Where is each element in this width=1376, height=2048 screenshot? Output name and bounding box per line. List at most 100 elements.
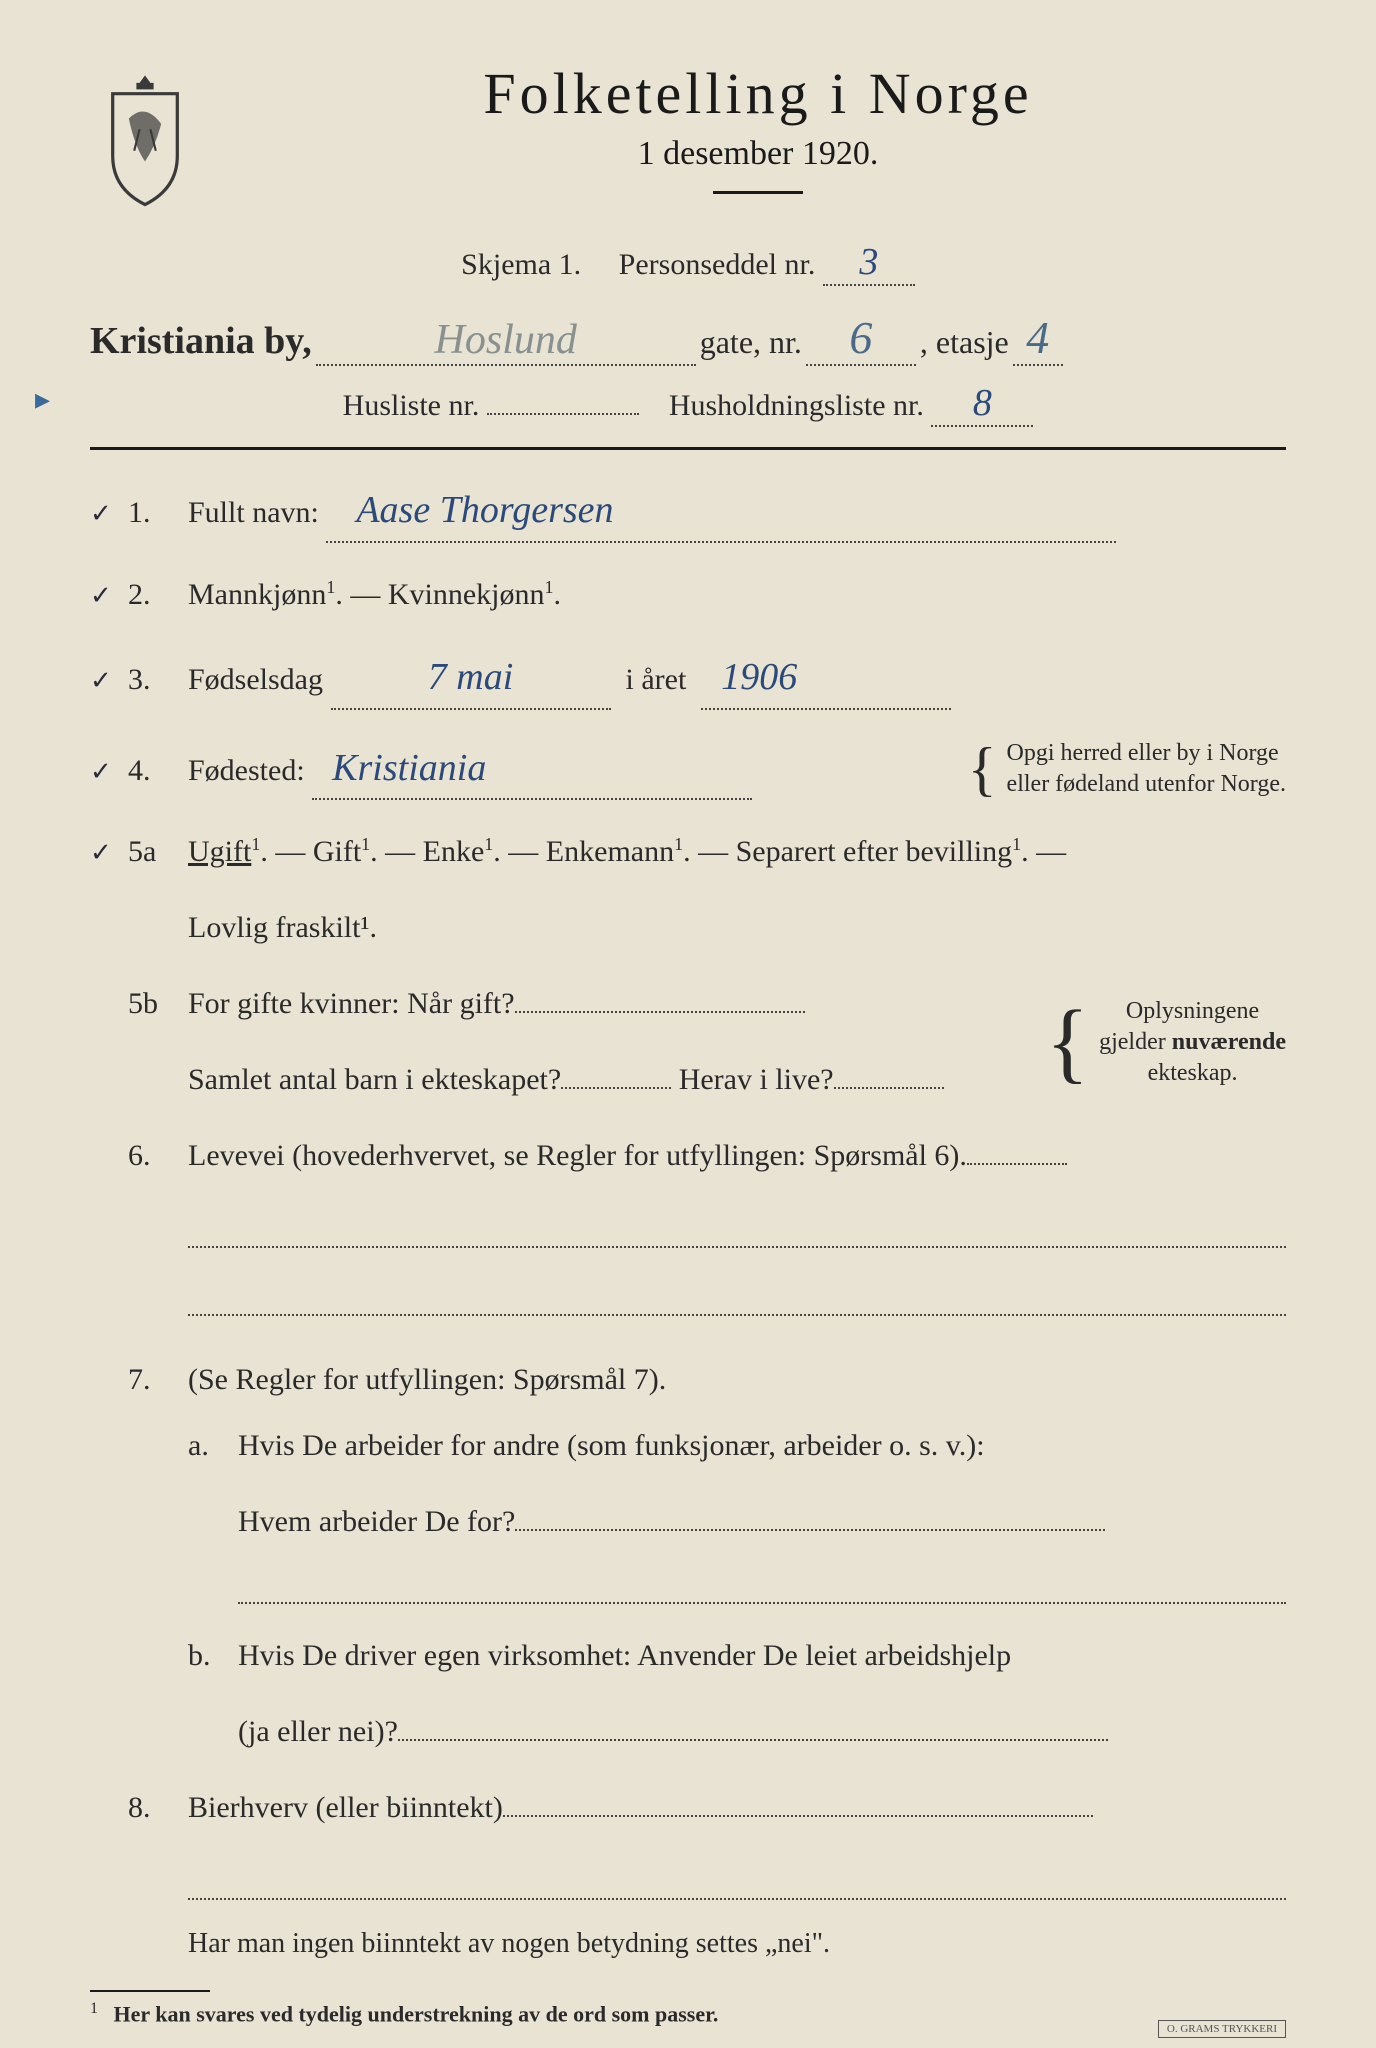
q2-dash: — [350,578,388,611]
gate-label: gate, nr. [700,324,802,361]
q7a-label: a. [188,1422,238,1470]
footnote-text: Her kan svares ved tydelig understreknin… [114,2002,719,2027]
q8-label: Bierhverv (eller biinntekt) [188,1791,503,1824]
q7a-blank-line [238,1564,1286,1604]
question-5b: 5b For gifte kvinner: Når gift? Samlet a… [90,980,1286,1104]
q1-label: Fullt navn: [188,496,319,529]
q6-blank-line [188,1208,1286,1248]
q5a-selected: Ugift [188,835,251,868]
q5b-fill3 [834,1087,944,1089]
sup: 1 [674,834,683,854]
question-8: 8. Bierhverv (eller biinntekt) [90,1784,1286,1832]
q4-note: { Opgi herred eller by i Norge eller fød… [968,738,1286,800]
question-7: 7. (Se Regler for utfyllingen: Spørsmål … [90,1356,1286,1404]
q5b-note1: Oplysningene [1126,998,1259,1024]
q5b-fill1 [515,1011,805,1013]
q4-note2: eller fødeland utenfor Norge. [1007,771,1286,797]
personseddel-label: Personseddel nr. [619,248,816,281]
check-icon: ✓ [90,660,128,702]
brace-icon: { [1046,1020,1089,1065]
q5b-note2: gjelder nuværende [1099,1029,1286,1055]
q4-value: Kristiania [312,738,752,801]
printer-stamp: O. GRAMS TRYKKERI [1158,2020,1286,2038]
separator-rule [90,447,1286,450]
question-7a: a. Hvis De arbeider for andre (som funks… [90,1422,1286,1546]
q3-label: Fødselsdag [188,663,323,696]
q7a-text1: Hvis De arbeider for andre (som funksjon… [238,1429,985,1462]
q1-value: Aase Thorgersen [326,480,1116,543]
city-label: Kristiania by, [90,319,312,363]
main-title: Folketelling i Norge [230,60,1286,127]
check-icon: ✓ [90,575,128,617]
subtitle: 1 desember 1920. [230,135,1286,173]
skjema-line: Skjema 1. Personseddel nr. 3 [90,240,1286,286]
sup: 1 [361,834,370,854]
etasje-label: , etasje [920,324,1009,361]
q5a-line2: Lovlig fraskilt¹. [188,904,377,952]
census-form: ▸ Folketelling i Norge 1 desember 1920. … [90,60,1286,2028]
check-icon: ✓ [90,832,128,874]
question-4: ✓ 4. Fødested: Kristiania { Opgi herred … [90,738,1286,801]
question-5a: ✓ 5a Ugift1. — Gift1. — Enke1. — Enkeman… [90,828,1286,952]
title-rule [713,191,803,194]
q7-num: 7. [128,1356,188,1404]
question-2: ✓ 2. Mannkjønn1. — Kvinnekjønn1. [90,571,1286,619]
q5b-num: 5b [128,980,188,1028]
q5b-label3: Herav i live? [679,1063,834,1096]
q8-fill [503,1815,1093,1817]
q4-num: 4. [128,747,188,795]
sup: 1 [251,834,260,854]
footnote: 1 Her kan svares ved tydelig understrekn… [90,2000,1286,2027]
sup: 1 [1012,834,1021,854]
q3-year: 1906 [701,647,951,710]
q6-num: 6. [128,1132,188,1180]
sup: 1 [484,834,493,854]
footnote-rule [90,1990,210,1992]
q8-num: 8. [128,1784,188,1832]
q7b-text1: Hvis De driver egen virksomhet: Anvender… [238,1639,1011,1672]
q5b-note: { Oplysningene gjelder nuværende ekteska… [1046,996,1286,1090]
question-7b: b. Hvis De driver egen virksomhet: Anven… [90,1632,1286,1756]
q1-num: 1. [128,489,188,537]
footnote-sup: 1 [90,2000,98,2017]
street-value: Hoslund [316,316,696,366]
q5b-note3: ekteskap. [1148,1060,1238,1086]
q2-male: Mannkjønn [188,578,326,611]
q2-num: 2. [128,571,188,619]
question-3: ✓ 3. Fødselsdag 7 mai i året 1906 [90,647,1286,710]
q4-note1: Opgi herred eller by i Norge [1007,740,1279,766]
q5a-num: 5a [128,828,188,876]
q6-blank-line2 [188,1276,1286,1316]
footer-line: Har man ingen biinntekt av nogen betydni… [188,1928,1286,1960]
husliste-label: Husliste nr. [343,389,480,422]
check-icon: ✓ [90,493,128,535]
q3-num: 3. [128,656,188,704]
check-icon: ✓ [90,751,128,793]
q5b-label1: For gifte kvinner: Når gift? [188,987,515,1020]
husholdning-label: Husholdningsliste nr. [669,389,924,422]
brace-icon: { [968,754,997,784]
q7b-label: b. [188,1632,238,1680]
q4-label: Fødested: [188,754,305,787]
q7a-fill [515,1529,1105,1531]
margin-mark: ▸ [35,382,50,417]
q5b-label2: Samlet antal barn i ekteskapet? [188,1063,561,1096]
personseddel-value: 3 [823,240,915,286]
question-1: ✓ 1. Fullt navn: Aase Thorgersen [90,480,1286,543]
q3-mid: i året [626,663,687,696]
question-6: 6. Levevei (hovederhvervet, se Regler fo… [90,1132,1286,1180]
q7-intro: (Se Regler for utfyllingen: Spørsmål 7). [188,1356,1286,1404]
location-line: Kristiania by, Hoslund gate, nr. 6 , eta… [90,311,1286,366]
q3-day: 7 mai [331,647,611,710]
skjema-label: Skjema 1. [461,248,581,281]
q5b-fill2 [561,1087,671,1089]
sup: 1 [326,577,335,597]
q7a-text2: Hvem arbeider De for? [238,1505,515,1538]
coat-of-arms-icon [90,70,200,210]
q6-fill [967,1163,1067,1165]
husliste-line: Husliste nr. Husholdningsliste nr. 8 [90,381,1286,427]
sup: 1 [544,577,553,597]
gate-nr: 6 [806,311,916,366]
q7b-text2: (ja eller nei)? [238,1715,398,1748]
husliste-nr [487,413,639,415]
